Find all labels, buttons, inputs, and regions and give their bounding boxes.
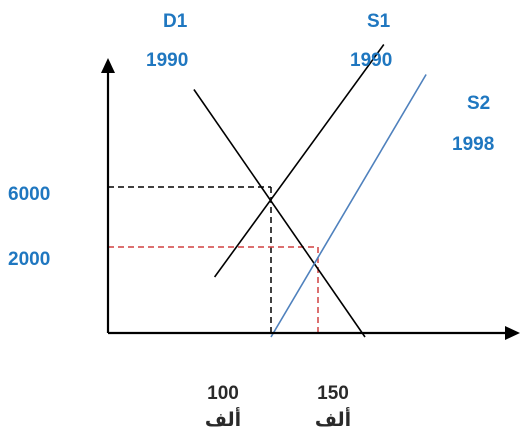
y-tick-6000: 6000	[8, 184, 50, 205]
x-tick-150-unit: ألف	[315, 407, 351, 431]
series-year-s2: 1998	[452, 134, 494, 155]
curve-s1	[213, 44, 385, 278]
series-label-s1: S1	[367, 11, 391, 32]
series-label-s2: S2	[467, 93, 490, 114]
y-tick-2000: 2000	[8, 249, 50, 270]
axes	[101, 58, 520, 340]
x-axis-arrowhead	[505, 326, 520, 340]
series-year-s1: 1990	[350, 50, 392, 71]
x-tick-100-unit: ألف	[205, 407, 241, 431]
y-axis-arrowhead	[101, 58, 115, 73]
guide-lines	[108, 186, 319, 333]
x-tick-100: 100	[207, 383, 239, 404]
curve-s2	[270, 74, 427, 338]
x-tick-150: 150	[317, 383, 349, 404]
curve-d1	[193, 89, 366, 338]
series-label-d1: D1	[163, 11, 188, 32]
series-year-d1: 1990	[146, 50, 188, 71]
curves	[193, 44, 427, 338]
